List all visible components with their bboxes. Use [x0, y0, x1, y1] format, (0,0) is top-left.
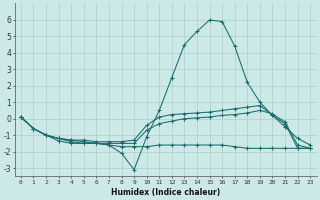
- X-axis label: Humidex (Indice chaleur): Humidex (Indice chaleur): [111, 188, 220, 197]
